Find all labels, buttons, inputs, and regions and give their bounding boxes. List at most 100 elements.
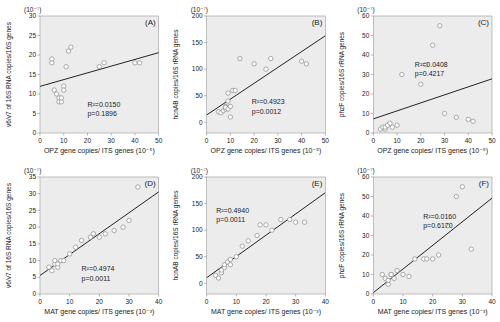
x-tick-label: 0 <box>38 137 42 144</box>
point <box>438 24 442 28</box>
plot-data <box>207 193 326 281</box>
x-tick-label: 30 <box>274 137 282 144</box>
point <box>460 185 464 189</box>
point <box>238 56 242 60</box>
x-tick-label: 0 <box>372 298 376 305</box>
point <box>395 268 399 272</box>
point <box>407 274 411 278</box>
point <box>469 247 473 251</box>
point <box>133 61 137 65</box>
y-tick <box>204 230 207 231</box>
point <box>288 217 292 221</box>
point <box>67 252 71 256</box>
x-tick-label: 30 <box>108 137 116 144</box>
panel: 01020304005101520253035MAT gene copies/ … <box>5 167 163 316</box>
x-tick-label: 40 <box>155 298 163 305</box>
annotation: p=0.0012 <box>252 108 281 116</box>
y-axis-exponent: (10⁻⁷) <box>357 167 374 175</box>
x-tick <box>206 294 207 297</box>
point <box>121 225 125 229</box>
annotation: p=0.0011 <box>82 275 111 283</box>
annotation: p=0.4217 <box>415 70 444 78</box>
panel-label: (A) <box>145 18 156 27</box>
x-tick-label: 10 <box>233 298 241 305</box>
point <box>442 111 446 115</box>
x-tick-label: 50 <box>155 137 163 144</box>
x-tick-label: 40 <box>465 137 473 144</box>
point <box>97 235 101 239</box>
y-axis-exponent: (10⁻⁷) <box>24 6 41 14</box>
point <box>454 115 458 119</box>
x-tick <box>397 133 398 136</box>
y-tick <box>371 35 374 36</box>
y-tick-label: 60 <box>362 173 370 180</box>
point <box>425 257 429 261</box>
y-tick <box>38 133 41 134</box>
x-tick-label: 40 <box>298 137 306 144</box>
x-axis-label: MAT gene copies/ ITS genes (10⁻³) <box>44 308 154 316</box>
x-axis-label: OPZ gene copies/ ITS genes (10⁻⁵) <box>211 147 322 155</box>
annotation: R²=0.4923 <box>252 98 285 105</box>
y-tick <box>38 55 41 56</box>
x-tick <box>373 294 374 297</box>
y-tick <box>204 95 207 96</box>
point <box>234 255 238 259</box>
point <box>430 43 434 47</box>
x-tick-label: 20 <box>251 137 259 144</box>
x-axis-label: OPZ gene copies/ ITS genes (10⁻⁵) <box>377 147 488 155</box>
y-tick-label: 0 <box>32 129 36 136</box>
x-tick <box>129 294 130 297</box>
y-tick <box>38 227 41 228</box>
x-tick <box>295 294 296 297</box>
y-tick <box>204 122 207 123</box>
x-tick <box>432 294 433 297</box>
point <box>252 62 256 66</box>
plot-frame <box>40 177 159 294</box>
plot-data <box>40 45 159 104</box>
point <box>293 220 297 224</box>
y-tick <box>371 177 374 178</box>
x-tick-label: 30 <box>292 298 300 305</box>
y-axis-label: hcnAB copies/16S rRNA genes <box>172 190 180 281</box>
y-tick <box>371 294 374 295</box>
x-tick <box>134 133 135 136</box>
panel: 01020304050050100150200OPZ gene copies/ … <box>172 6 330 155</box>
x-tick <box>301 133 302 136</box>
y-tick-label: 100 <box>192 226 203 233</box>
point <box>392 276 396 280</box>
point <box>466 117 470 121</box>
point <box>226 99 230 103</box>
y-axis-label: v6/v7 of 16S RNA copies/16S genes <box>5 182 13 288</box>
y-tick-label: 150 <box>192 200 203 207</box>
y-tick <box>371 74 374 75</box>
x-tick <box>158 294 159 297</box>
y-tick <box>371 55 374 56</box>
x-tick-label: 0 <box>372 137 376 144</box>
x-tick <box>492 294 493 297</box>
point <box>246 239 250 243</box>
y-tick-label: 35 <box>29 173 37 180</box>
point <box>401 272 405 276</box>
y-tick <box>38 177 41 178</box>
y-tick-label: 15 <box>29 71 37 78</box>
y-tick-label: 0 <box>366 290 370 297</box>
y-tick-label: 20 <box>29 51 37 58</box>
y-tick <box>204 256 207 257</box>
x-tick <box>63 133 64 136</box>
plot-data <box>40 185 159 276</box>
y-tick <box>204 203 207 204</box>
y-tick-label: 30 <box>29 190 37 197</box>
x-tick-label: 10 <box>227 137 235 144</box>
point <box>79 238 83 242</box>
y-tick <box>371 94 374 95</box>
y-tick <box>38 35 41 36</box>
y-tick-label: 200 <box>192 12 203 19</box>
point <box>226 91 230 95</box>
x-tick <box>40 133 41 136</box>
y-tick <box>38 74 41 75</box>
y-tick-label: 50 <box>195 253 203 260</box>
y-tick-label: 20 <box>362 251 370 258</box>
y-tick <box>38 243 41 244</box>
y-tick-label: 40 <box>362 51 370 58</box>
y-tick-label: 50 <box>362 193 370 200</box>
